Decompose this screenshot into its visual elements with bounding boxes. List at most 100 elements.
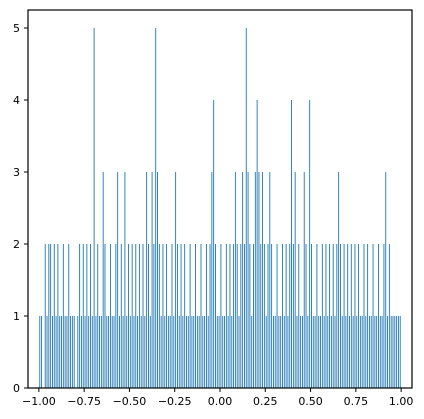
- histogram-bar: [189, 244, 191, 388]
- histogram-bar: [292, 244, 294, 388]
- histogram-bar: [307, 316, 309, 388]
- histogram-bar: [70, 316, 72, 388]
- histogram-bar: [227, 316, 229, 388]
- histogram-bar: [148, 244, 149, 388]
- histogram-bar: [311, 244, 312, 388]
- histogram-bar: [158, 244, 160, 388]
- histogram-bar: [77, 316, 79, 388]
- histogram-bar: [218, 316, 220, 388]
- histogram-bar: [305, 244, 307, 388]
- histogram-bar: [358, 244, 360, 388]
- histogram-bar: [64, 316, 66, 388]
- x-axis: −1.00 −0.75 −0.50 −0.25 0.00 0.25 0.50 0.75 1.00: [22, 388, 413, 408]
- histogram-bar: [278, 316, 280, 388]
- histogram-bar: [157, 172, 158, 388]
- histogram-bar: [265, 316, 267, 388]
- histogram-bar: [205, 244, 207, 388]
- histogram-bar: [117, 172, 119, 388]
- histogram-bar: [184, 244, 186, 388]
- histogram-bar: [162, 244, 164, 388]
- histogram-bar: [195, 244, 196, 388]
- histogram-bar: [367, 244, 369, 388]
- histogram-bar: [86, 244, 88, 388]
- histogram-bar: [73, 316, 75, 388]
- histogram-bar: [39, 316, 41, 388]
- histogram-bar: [137, 316, 139, 388]
- histogram-bar: [332, 244, 334, 388]
- histogram-bar: [111, 316, 113, 388]
- histogram-bar: [176, 244, 178, 388]
- histogram-bar: [247, 172, 249, 388]
- histogram-bar: [46, 316, 48, 388]
- histogram-bar: [52, 316, 53, 388]
- histogram-bar: [238, 316, 240, 388]
- histogram-bar: [262, 172, 264, 388]
- histogram-bar: [256, 100, 258, 388]
- x-tick-label: 0.75: [344, 395, 369, 408]
- x-tick-label: 0.50: [298, 395, 323, 408]
- histogram-bar: [390, 316, 392, 388]
- y-tick-label: 2: [13, 238, 20, 251]
- histogram-bar: [251, 316, 253, 388]
- x-tick-label: −1.00: [22, 395, 56, 408]
- histogram-bar: [88, 316, 90, 388]
- histogram-bar: [260, 244, 262, 388]
- histogram-bar: [397, 316, 399, 388]
- histogram-bar: [249, 244, 251, 388]
- histogram-bar: [104, 244, 106, 388]
- histogram-bar: [345, 316, 347, 388]
- histogram-bar: [115, 244, 117, 388]
- histogram-bar: [352, 316, 354, 388]
- histogram-bar: [97, 244, 99, 388]
- histogram-bar: [102, 172, 104, 388]
- histogram-bar: [133, 316, 135, 388]
- histogram-bar: [374, 316, 376, 388]
- histogram-bar: [129, 316, 131, 388]
- x-tick-label: −0.75: [67, 395, 101, 408]
- histogram-bar: [196, 316, 198, 388]
- histogram-bar: [392, 316, 394, 388]
- histogram-bar: [138, 244, 140, 388]
- histogram-bar: [314, 316, 316, 388]
- histogram-bar: [149, 316, 151, 388]
- histogram-bar: [283, 316, 285, 388]
- histogram-bar: [396, 316, 398, 388]
- histogram-bar: [202, 316, 204, 388]
- histogram-bar: [216, 316, 218, 388]
- histogram-bar: [274, 316, 276, 388]
- histogram-bar: [298, 244, 300, 388]
- histogram-bar: [59, 316, 61, 388]
- histogram-bar: [258, 172, 260, 388]
- histogram-bar: [178, 316, 180, 388]
- x-tick-label: 1.00: [389, 395, 414, 408]
- histogram-bar: [61, 316, 62, 388]
- histogram-bar: [146, 172, 148, 388]
- y-tick-label: 4: [13, 94, 20, 107]
- histogram-bar: [267, 244, 269, 388]
- histogram-bar: [272, 316, 274, 388]
- histogram-bar: [372, 244, 374, 388]
- histogram-bar: [106, 316, 108, 388]
- histogram-bar: [263, 244, 265, 388]
- x-tick-label: −0.50: [113, 395, 147, 408]
- histogram-bar: [294, 172, 296, 388]
- histogram-bar: [167, 316, 169, 388]
- histogram-bar: [312, 316, 314, 388]
- histogram-bar: [100, 316, 102, 388]
- histogram-bar: [193, 316, 195, 388]
- histogram-bar: [180, 244, 182, 388]
- histogram-bar: [151, 172, 153, 388]
- histogram-bar: [153, 244, 155, 388]
- histogram-bar: [309, 100, 311, 388]
- histogram-bar: [95, 316, 97, 388]
- histogram-bar: [343, 244, 345, 388]
- bars-layer: [39, 28, 401, 388]
- histogram-bar: [204, 316, 206, 388]
- histogram-bar: [215, 244, 216, 388]
- histogram-bar: [131, 244, 133, 388]
- histogram-bar: [325, 244, 327, 388]
- histogram-bar: [394, 316, 396, 388]
- histogram-bar: [99, 316, 100, 388]
- histogram-bar: [271, 244, 273, 388]
- histogram-bar: [383, 244, 385, 388]
